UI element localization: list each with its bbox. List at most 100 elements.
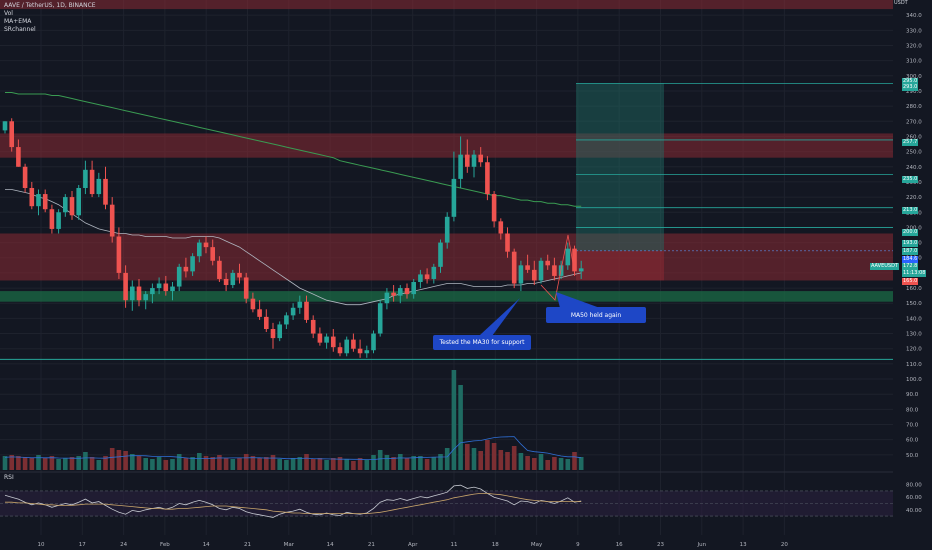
volume-bar [505, 452, 510, 470]
candle-body [136, 286, 142, 301]
volume-bar [418, 456, 423, 470]
candle-body [2, 121, 8, 131]
volume-bar [163, 460, 169, 470]
volume-bar [465, 444, 470, 470]
candle-body [56, 212, 61, 229]
time-axis-label: 10 [38, 542, 45, 548]
candle-body [478, 154, 483, 163]
price-axis-label: 70.0 [906, 423, 919, 429]
volume-bar [16, 456, 21, 470]
price-tag-235: 235.0 [902, 176, 919, 183]
price-tag-293: 293.0 [902, 84, 919, 91]
candle-body [498, 221, 504, 234]
chart-legend: AAVE / TetherUS, 1D, BINANCE Vol MA+EMA … [4, 2, 96, 34]
candle-body [465, 154, 470, 167]
candle-body [317, 333, 323, 343]
indicator-srchannel[interactable]: SRchannel [4, 26, 36, 33]
volume-bar [438, 454, 443, 470]
rsi-pane-label[interactable]: RSI [4, 474, 14, 481]
volume-bar [56, 459, 61, 470]
candle-body [384, 292, 390, 304]
price-axis-label: 260.0 [906, 134, 922, 140]
volume-bar [404, 458, 410, 470]
price-axis-label: 300.0 [906, 74, 922, 80]
price-axis-label: 280.0 [906, 104, 922, 110]
stop-zone [576, 250, 664, 281]
candle-body [505, 233, 510, 252]
candle-body [230, 272, 236, 286]
volume-bar [230, 459, 236, 470]
price-tag-193: 193.0 [902, 240, 919, 247]
candle-body [371, 333, 376, 351]
time-axis-label: 23 [657, 542, 664, 548]
volume-bar [478, 451, 483, 470]
volume-bar [136, 456, 142, 470]
candle-body [163, 283, 169, 292]
candle-body [109, 204, 115, 237]
candle-body [29, 188, 35, 207]
volume-bar [69, 457, 75, 470]
candle-body [525, 265, 530, 270]
volume-bar [250, 456, 256, 470]
ma-fast-line [5, 189, 582, 306]
callout-ma50-held[interactable]: MA50 held again [546, 307, 646, 323]
time-axis-label: 16 [616, 542, 623, 548]
candle-body [518, 265, 524, 284]
volume-bar [511, 446, 517, 470]
price-tag-current: 172.8 [902, 263, 919, 270]
candle-body [9, 121, 14, 148]
candle-body [277, 324, 282, 339]
candle-body [257, 309, 262, 317]
price-tag-213: 213.0 [902, 207, 919, 214]
rsi-ma-line [5, 493, 582, 514]
candle-body [424, 274, 430, 279]
time-axis-label: May [531, 542, 543, 548]
volume-bar [9, 455, 14, 470]
price-axis-label: 200.0 [906, 225, 922, 231]
time-axis-label: 18 [492, 542, 499, 548]
volume-bar [491, 443, 497, 470]
candle-body [143, 294, 148, 301]
indicator-ma-ema[interactable]: MA+EMA [4, 18, 32, 25]
volume-bar [29, 458, 35, 470]
volume-bar [42, 458, 48, 470]
candle-body [243, 277, 249, 299]
volume-bar [36, 455, 41, 470]
price-axis-label: 340.0 [906, 13, 922, 19]
candle-body [364, 350, 370, 354]
callout-ma30-support[interactable]: Tested the MA30 for support [433, 335, 531, 350]
volume-bar [431, 457, 437, 470]
candle-body [183, 266, 189, 272]
volume-bar [63, 458, 68, 470]
price-axis-label: 310.0 [906, 59, 922, 65]
volume-bar [183, 458, 189, 470]
candle-body [16, 147, 21, 167]
volume-bar [156, 457, 162, 470]
candle-body [156, 283, 162, 289]
volume-bar [485, 440, 490, 470]
candle-body [176, 266, 182, 287]
volume-bar [217, 455, 222, 470]
candle-body [404, 288, 410, 295]
candle-body [491, 194, 497, 222]
indicator-vol[interactable]: Vol [4, 10, 13, 17]
volume-bar [391, 457, 396, 470]
candle-body [297, 301, 303, 308]
candle-body [552, 265, 557, 276]
symbol-title[interactable]: AAVE / TetherUS, 1D, BINANCE [4, 2, 96, 9]
candle-body [545, 260, 550, 266]
volume-bar [264, 457, 269, 470]
volume-bar [270, 455, 276, 470]
volume-bar [190, 457, 195, 470]
candle-body [351, 339, 356, 349]
price-axis-label: 90.0 [906, 392, 919, 398]
price-axis-label: 160.0 [906, 286, 922, 292]
time-axis-label: Apr [408, 542, 418, 548]
time-axis-label: 20 [781, 542, 788, 548]
time-axis [0, 536, 932, 550]
price-axis-label: 50.0 [906, 453, 919, 459]
volume-bar [243, 454, 249, 470]
volume-bar [210, 457, 215, 470]
volume-bar [411, 456, 416, 470]
